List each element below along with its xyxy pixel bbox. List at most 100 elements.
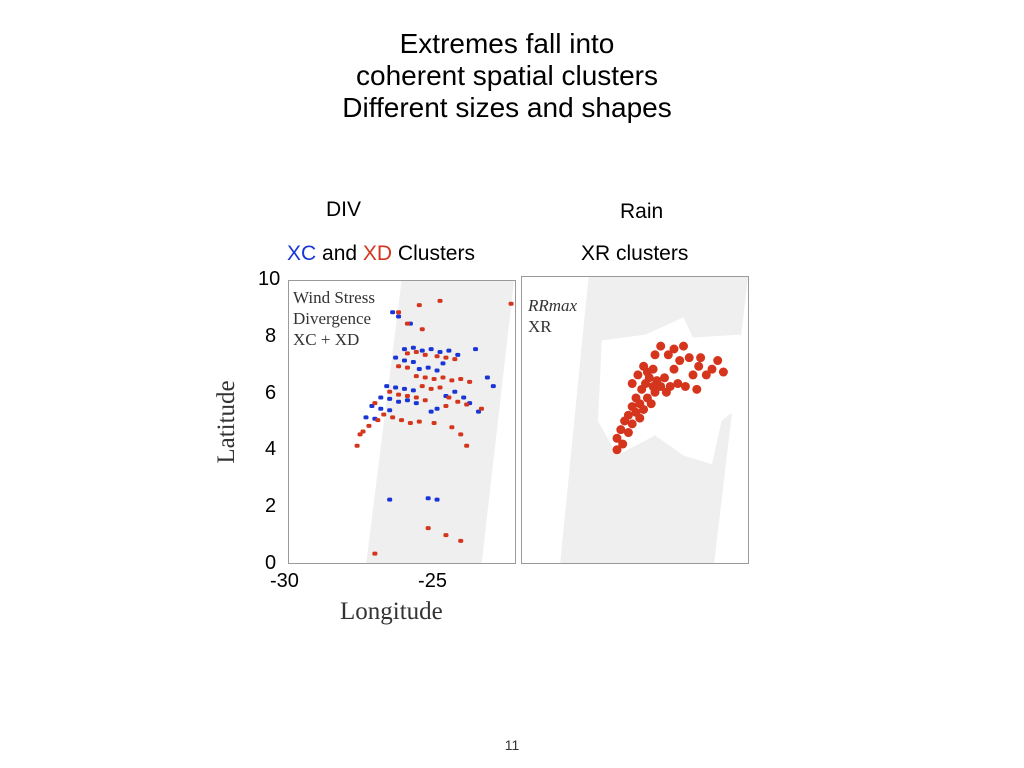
xc-point	[363, 415, 369, 420]
xc-point	[410, 359, 416, 364]
xr-point	[684, 353, 694, 363]
slide-title: Extremes fall into coherent spatial clus…	[200, 28, 814, 124]
xr-point	[680, 381, 690, 391]
xd-point	[449, 425, 455, 430]
y-tick-label: 0	[265, 552, 277, 574]
y-tick-label: 4	[265, 438, 277, 461]
xr-point	[694, 361, 704, 371]
xr-point	[646, 399, 656, 409]
xd-point	[458, 432, 464, 437]
and-label: and	[316, 242, 363, 265]
xd-point	[357, 432, 363, 437]
xc-point	[428, 409, 434, 414]
xc-point	[416, 367, 422, 372]
xd-point	[449, 378, 455, 383]
xd-point	[425, 526, 431, 531]
right-legend: RRmax XR	[528, 295, 577, 337]
xc-point	[387, 396, 393, 401]
xc-point	[434, 497, 440, 502]
title-line-1: Extremes fall into	[399, 28, 615, 59]
xr-point	[656, 381, 666, 391]
xc-point	[473, 347, 479, 352]
xd-point	[434, 354, 440, 359]
xd-point	[390, 415, 396, 420]
xc-point	[410, 345, 416, 350]
xd-point	[416, 303, 422, 308]
xc-point	[425, 496, 431, 501]
legend-rrmax: RRmax	[528, 296, 578, 315]
xd-point	[455, 399, 461, 404]
xd-point	[399, 418, 405, 423]
xd-point	[372, 551, 378, 556]
xc-point	[461, 395, 467, 400]
xd-point	[467, 379, 473, 384]
xr-point	[696, 353, 706, 363]
xd-point	[422, 375, 428, 380]
x-tick-label: -30	[270, 570, 299, 592]
xd-point	[440, 375, 446, 380]
satellite-swath	[366, 281, 515, 563]
xd-point	[443, 533, 449, 538]
xc-point	[390, 310, 396, 315]
xc-point	[437, 350, 443, 354]
xr-point	[650, 387, 660, 397]
xd-point	[413, 395, 419, 400]
xr-point	[633, 370, 643, 380]
xc-point	[401, 347, 407, 352]
xr-point	[669, 364, 679, 374]
xc-point	[378, 406, 384, 411]
divergence-plot-area: Wind Stress Divergence XC + XD	[288, 280, 516, 564]
legend-divergence: Divergence	[293, 309, 372, 328]
legend-xr: XR	[528, 317, 552, 336]
xr-point	[679, 341, 688, 351]
xc-point	[413, 401, 419, 406]
xc-point	[404, 398, 410, 403]
x-axis-title: Longitude	[340, 598, 443, 625]
xr-point	[612, 433, 622, 443]
xr-point	[656, 341, 666, 351]
xc-point	[387, 408, 393, 413]
xd-point	[428, 386, 434, 391]
xr-point	[648, 364, 658, 374]
xr-point	[635, 413, 645, 423]
xr-point	[669, 344, 679, 354]
xc-point	[393, 355, 399, 360]
xr-point	[660, 373, 669, 383]
xr-point	[707, 364, 717, 374]
xr-point	[673, 379, 683, 389]
xc-point	[384, 384, 390, 389]
no-data-region	[598, 317, 748, 465]
xr-point	[639, 404, 649, 414]
y-axis-title: Latitude	[213, 380, 240, 464]
xd-point	[396, 310, 402, 315]
rain-label: Rain	[620, 200, 664, 223]
xr-clusters-label: XR clusters	[581, 242, 689, 265]
xd-point	[404, 394, 410, 399]
xc-point	[396, 314, 402, 319]
title-line-2: coherent spatial clusters	[356, 60, 658, 91]
xd-point	[437, 385, 443, 390]
y-tick-label: 2	[265, 495, 277, 518]
rain-scatter-svg	[560, 277, 748, 563]
xd-point	[431, 421, 437, 425]
xc-point	[401, 386, 407, 391]
xr-point	[692, 384, 702, 394]
xr-point	[616, 425, 626, 435]
xd-point	[419, 327, 425, 332]
y-tick-label: 6	[265, 381, 277, 404]
xr-point	[701, 370, 711, 380]
xr-point	[713, 356, 723, 366]
xr-point	[665, 381, 675, 391]
xd-point	[396, 364, 402, 369]
xc-point	[434, 368, 440, 373]
xd-point	[443, 403, 449, 408]
xd-point	[508, 301, 514, 306]
xc-point	[396, 399, 402, 404]
xd-point	[452, 357, 458, 362]
xc-point	[401, 358, 407, 363]
legend-xc-xd: XC + XD	[293, 330, 360, 349]
xd-point	[381, 412, 387, 417]
xr-point	[623, 428, 633, 438]
xd-point	[464, 443, 470, 448]
xd-point	[464, 402, 470, 407]
